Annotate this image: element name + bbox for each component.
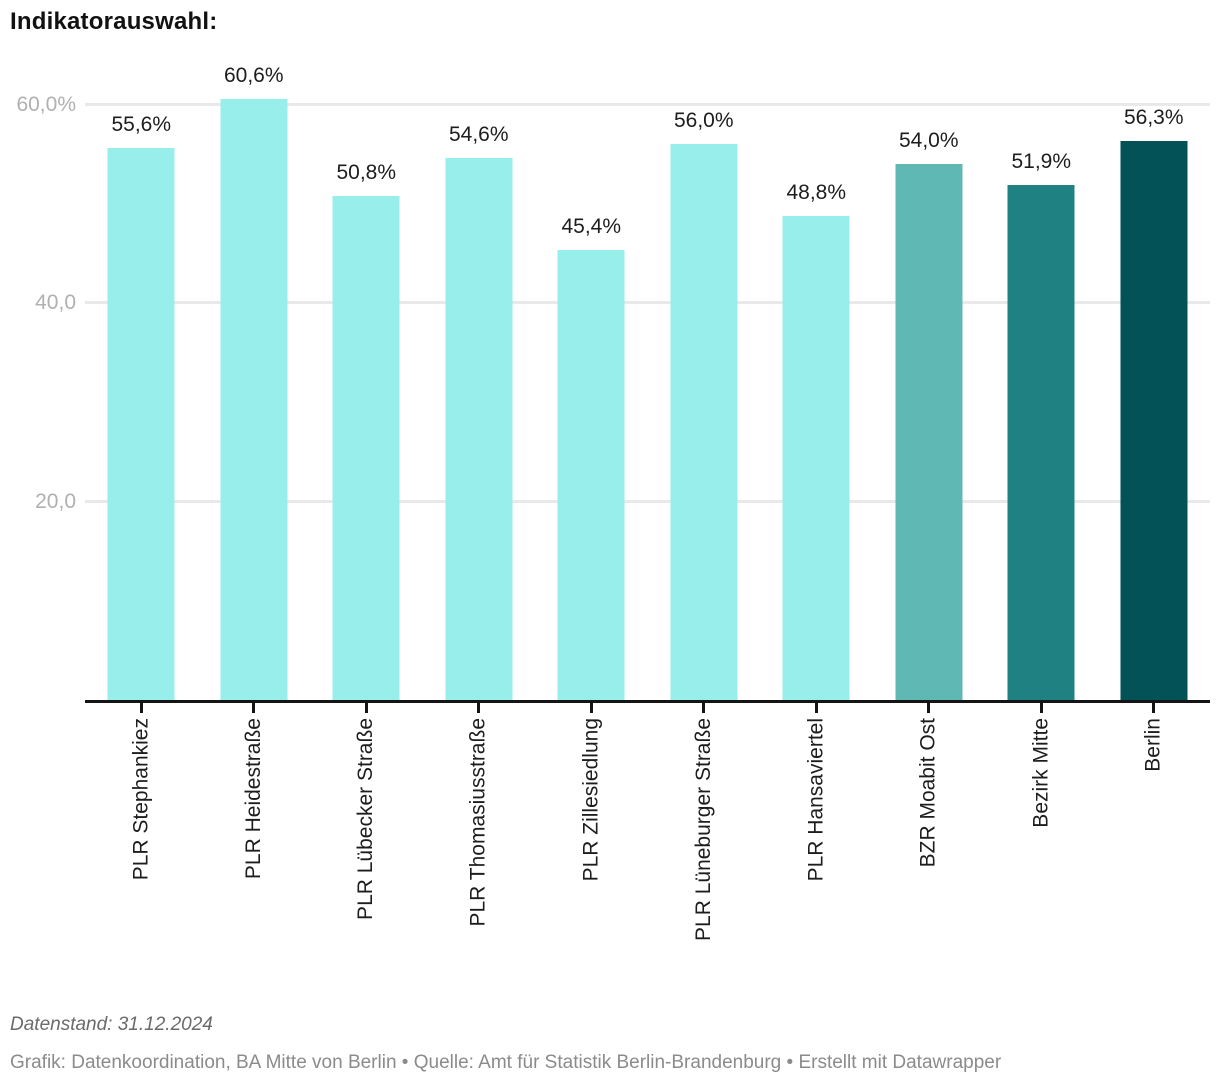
- gridline-40: [85, 301, 1210, 305]
- bar-value-label: 56,3%: [1123, 106, 1184, 130]
- x-axis-tick: [139, 703, 143, 713]
- bar-value-label: 54,6%: [448, 123, 509, 147]
- bar-slot: 51,9%: [985, 68, 1098, 700]
- bar-slot: 48,8%: [760, 68, 873, 700]
- bar-9: [1007, 185, 1075, 700]
- bar-slot: 60,6%: [198, 64, 311, 700]
- bar-value-label: 56,0%: [673, 109, 734, 133]
- bar-slot: 54,0%: [873, 68, 986, 700]
- x-axis-tick: [702, 703, 706, 713]
- credits-line: Grafik: Datenkoordination, BA Mitte von …: [10, 1052, 1002, 1073]
- bar-8: [895, 164, 963, 700]
- bar-value-label: 50,8%: [336, 161, 397, 184]
- bar-value-label: 60,6%: [223, 63, 284, 87]
- x-axis-category-label: PLR Lübecker Straße: [354, 718, 378, 920]
- bar-chart-plot-area: 55,6% 60,6% 50,8% 54,6% 45,4% 56,0% 48,8% 54,0%…: [85, 64, 1211, 700]
- bar-slot: 54,6%: [423, 68, 536, 700]
- y-axis-tick-label: 40,0: [35, 291, 76, 315]
- bar-value-label: 54,0%: [898, 129, 959, 153]
- bar-value-label: 45,4%: [561, 214, 622, 238]
- x-axis-line: [85, 700, 1210, 703]
- x-axis-tick: [477, 703, 481, 713]
- x-axis-category-label: PLR Lüneburger Straße: [691, 718, 715, 941]
- x-axis-tick: [252, 703, 256, 713]
- x-axis-tick: [1039, 703, 1043, 713]
- gridline-20: [85, 499, 1210, 503]
- gridline-60: [85, 102, 1210, 106]
- x-axis-category-label: PLR Zillesiedlung: [579, 718, 603, 882]
- bar-value-label: 51,9%: [1011, 150, 1072, 174]
- bar-4: [445, 158, 513, 700]
- x-axis-category-label: Bezirk Mitte: [1029, 718, 1053, 828]
- bar-slot: 45,4%: [535, 68, 648, 700]
- x-axis-category-label: PLR Heidestraße: [241, 718, 265, 880]
- x-axis-category-label: PLR Hansaviertel: [804, 718, 828, 882]
- bar-value-label: 55,6%: [111, 113, 172, 137]
- bar-slot: 56,0%: [648, 68, 761, 700]
- data-status-note: Datenstand: 31.12.2024: [10, 1014, 213, 1035]
- bar-slot: 55,6%: [85, 68, 198, 700]
- bar-10: [1120, 141, 1188, 700]
- bar-2: [220, 98, 288, 700]
- bar-6: [670, 144, 738, 700]
- x-axis-tick: [1152, 703, 1156, 713]
- page-title: Indikatorauswahl:: [10, 8, 218, 35]
- x-axis-category-label: Berlin: [1141, 718, 1165, 772]
- y-axis-tick-label: 20,0: [35, 489, 76, 513]
- x-axis-tick: [589, 703, 593, 713]
- bar-5: [557, 249, 625, 700]
- x-axis-category-label: PLR Stephankiez: [129, 718, 153, 881]
- bar-slot: 50,8%: [310, 68, 423, 700]
- x-axis-tick: [927, 703, 931, 713]
- x-axis-category-label: PLR Thomasiusstraße: [466, 718, 490, 927]
- y-axis-tick-label: 60,0%: [16, 92, 76, 116]
- bar-1: [107, 148, 175, 700]
- x-axis-tick: [814, 703, 818, 713]
- x-axis-tick: [364, 703, 368, 713]
- x-axis-category-label: BZR Moabit Ost: [916, 718, 940, 868]
- bar-3: [332, 196, 400, 700]
- bar-slot: 56,3%: [1098, 68, 1211, 700]
- bar-7: [782, 215, 850, 700]
- bar-value-label: 48,8%: [786, 180, 847, 204]
